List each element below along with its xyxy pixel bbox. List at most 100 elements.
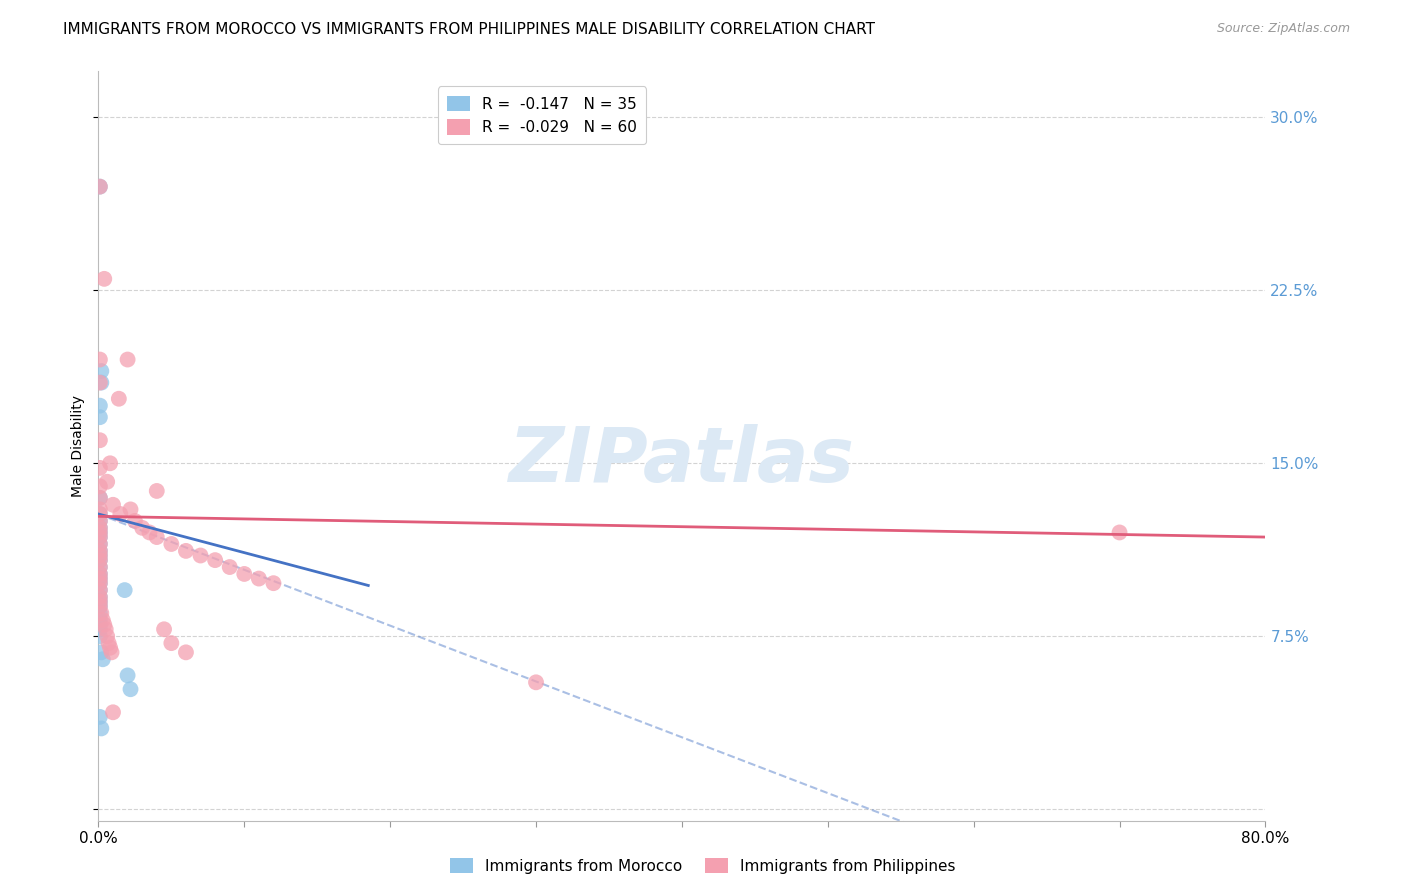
Point (89, 491, 111, 505)
Point (89, 553, 111, 567)
Point (89, 521, 111, 535)
Point (110, 507, 132, 521)
Point (89, 399, 111, 413)
Point (89, 572, 111, 586)
Point (89, 572, 111, 586)
Point (89, 530, 111, 544)
Point (89, 553, 111, 567)
Point (89, 617, 111, 632)
Point (89, 507, 111, 521)
Point (89, 352, 111, 367)
Point (89, 179, 111, 194)
Point (89, 576, 111, 591)
Text: IMMIGRANTS FROM MOROCCO VS IMMIGRANTS FROM PHILIPPINES MALE DISABILITY CORRELATI: IMMIGRANTS FROM MOROCCO VS IMMIGRANTS FR… (63, 22, 876, 37)
Point (146, 483, 169, 498)
Point (89, 594, 111, 608)
Point (89, 514, 111, 528)
Point (117, 352, 139, 367)
Point (174, 645, 197, 659)
Point (114, 583, 136, 598)
Point (89, 410, 111, 425)
Point (233, 566, 256, 581)
Point (89, 514, 111, 528)
Point (89, 525, 111, 540)
Point (89, 566, 111, 581)
Point (94, 622, 117, 636)
Point (131, 521, 153, 535)
Point (89, 710, 111, 724)
Point (89, 594, 111, 608)
Point (90, 722, 112, 736)
Point (89, 491, 111, 505)
Point (89, 507, 111, 521)
Point (89, 613, 111, 627)
Point (190, 549, 212, 563)
Point (89, 376, 111, 390)
Point (90, 606, 112, 620)
Text: ZIPatlas: ZIPatlas (509, 424, 855, 498)
Point (247, 572, 270, 586)
Point (89, 629, 111, 643)
Point (89, 590, 111, 604)
Point (89, 622, 111, 636)
Point (101, 706, 124, 720)
Point (89, 530, 111, 544)
Point (89, 179, 111, 194)
Point (89, 583, 111, 598)
Point (160, 537, 183, 551)
Point (89, 549, 111, 563)
Y-axis label: Male Disability: Male Disability (72, 395, 86, 497)
Point (98, 640, 121, 655)
Point (91, 652, 114, 666)
Point (124, 514, 146, 528)
Point (97, 636, 120, 650)
Point (89, 461, 111, 475)
Point (96, 475, 118, 489)
Point (90, 364, 112, 378)
Point (89, 502, 111, 516)
Point (218, 560, 240, 574)
Point (89, 583, 111, 598)
Point (100, 645, 122, 659)
Point (89, 560, 111, 574)
Point (120, 502, 142, 516)
Point (89, 525, 111, 540)
Point (117, 668, 139, 682)
Point (89, 599, 111, 614)
Point (90, 376, 112, 390)
Point (204, 553, 226, 567)
Legend: Immigrants from Morocco, Immigrants from Philippines: Immigrants from Morocco, Immigrants from… (444, 852, 962, 880)
Point (146, 530, 169, 544)
Point (153, 622, 176, 636)
Text: Source: ZipAtlas.com: Source: ZipAtlas.com (1216, 22, 1350, 36)
Point (93, 617, 115, 632)
Point (89, 590, 111, 604)
Point (89, 537, 111, 551)
Point (160, 636, 183, 650)
Point (1108, 525, 1130, 540)
Point (98, 456, 121, 470)
Point (89, 537, 111, 551)
Point (120, 682, 142, 697)
Point (108, 392, 131, 406)
Point (262, 576, 284, 591)
Point (101, 498, 124, 512)
Point (89, 576, 111, 591)
Point (89, 544, 111, 558)
Point (96, 629, 118, 643)
Point (89, 479, 111, 493)
Point (89, 434, 111, 448)
Point (93, 272, 115, 286)
Point (89, 566, 111, 581)
Point (138, 525, 160, 540)
Point (89, 560, 111, 574)
Point (90, 645, 112, 659)
Point (89, 606, 111, 620)
Legend: R =  -0.147   N = 35, R =  -0.029   N = 60: R = -0.147 N = 35, R = -0.029 N = 60 (437, 87, 645, 145)
Point (89, 549, 111, 563)
Point (174, 544, 197, 558)
Point (89, 544, 111, 558)
Point (89, 521, 111, 535)
Point (524, 675, 547, 690)
Point (89, 599, 111, 614)
